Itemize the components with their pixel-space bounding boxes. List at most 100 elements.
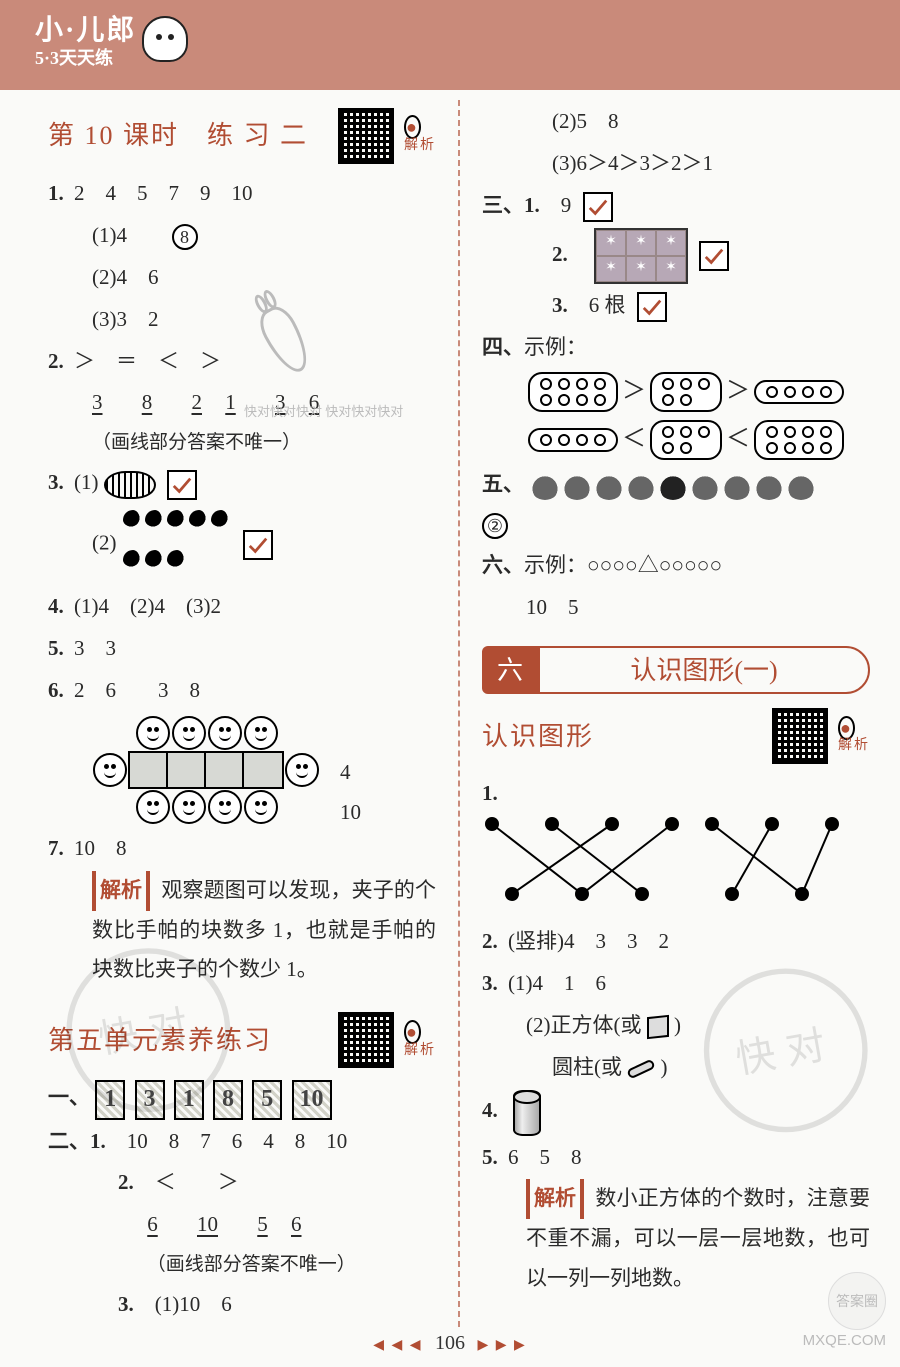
wu-answer: ② [482,513,508,539]
circled-8: 8 [172,224,198,250]
brand-main: 小·儿郎 [35,15,136,46]
q6-extra: 4 10 [340,753,372,833]
page-footer: ◀ ◀ ◀ 106 ▶ ▶ ▶ [0,1332,900,1355]
section10-title: 第 10 课时 练 习 二 [48,111,308,160]
q3-a: 3.(1) [48,463,436,503]
corner-url: MXQE.COM [803,1332,886,1349]
content: 第 10 课时 练 习 二 ●解析 快对快对快对 快对快对快对 1.2 4 5 … [0,90,900,1327]
smiley-icon [172,716,206,750]
digit-box: 10 [292,1080,332,1120]
qr-label: ●解析 [838,719,870,754]
unit6-num: 六 [482,646,538,694]
analysis-label: 解析 [526,1179,584,1219]
tri-left-icon: ◀ ◀ ◀ [373,1338,422,1353]
q3-b: (2) [48,505,436,585]
yi-row: 一、 1 3 1 8 5 10 [48,1078,436,1119]
smiley-icon [93,753,127,787]
checkbox-icon [583,192,613,222]
cylinder-icon [513,1090,541,1136]
brand-sub: 5·3天天练 [35,44,136,70]
digit-box: 3 [135,1080,165,1120]
smiley-icon [136,716,170,750]
brand-logo: 小·儿郎 5·3天天练 [35,8,188,70]
q5: 5.3 3 [48,629,436,669]
mascot-face-icon [142,16,188,62]
rec-title: 认识图形 [482,712,594,761]
digit-box: 1 [174,1080,204,1120]
corner-brand: 答案圈 MXQE.COM [803,1272,886,1349]
matching-diagram [482,814,842,906]
qr-icon [772,708,828,764]
rec-q3b: (2)正方体(或 ) [482,1006,870,1046]
page: 小·儿郎 5·3天天练 第 10 课时 练 习 二 ●解析 快对快对快对 [0,0,900,1367]
q2-note: （画线部分答案不唯一） [48,425,436,461]
cylinder-small-icon [626,1058,656,1079]
si-row1: ＞＞ [482,369,870,415]
checkbox-icon [243,530,273,560]
smiley-icon [172,790,206,824]
ducks-icon [122,505,232,585]
er-3: 3. (1)10 6 [48,1285,436,1325]
qr-icon [338,1012,394,1068]
header-banner: 小·儿郎 5·3天天练 [0,0,900,90]
q7-analysis: 解析 观察题图可以发现，夹子的个数比手帕的块数多 1，也就是手帕的块数比夹子的个… [48,871,436,991]
four-cells-icon [128,751,284,789]
section10-title-row: 第 10 课时 练 习 二 ●解析 [48,108,436,164]
unit5-title: 第五单元素养练习 [48,1016,272,1065]
qr-label: ●解析 [404,1023,436,1058]
q6-line: 6.2 6 3 8 [48,671,436,711]
digit-box: 8 [213,1080,243,1120]
tri-right-icon: ▶ ▶ ▶ [478,1338,527,1353]
cont-2: (2)5 8 [482,102,870,142]
rec-q4: 4. [482,1090,870,1136]
q7-ans: 7.10 8 [48,829,436,869]
unit6-banner: 六 认识图形(一) [482,646,870,694]
q1-seq: 1.2 4 5 7 9 10 [48,174,436,214]
q1-b: (2)4 6 [48,258,436,298]
san-3: 3. 6 根 [482,286,870,326]
hedgehog-icons [529,472,817,496]
smiley-icon [208,790,242,824]
rec-q3c: 圆柱(或 ) [482,1048,870,1088]
rec-q1: 1. [482,774,870,920]
checkbox-icon [699,241,729,271]
cake-icon [104,471,156,499]
rec-q2: 2.(竖排)4 3 3 2 [482,922,870,962]
digit-box: 1 [95,1080,125,1120]
q4: 4.(1)4 (2)4 (3)2 [48,587,436,627]
smiley-icon [244,716,278,750]
page-number: 106 [435,1332,465,1354]
si-row2: ＜＜ [482,417,870,463]
san-2: 2. ✶✶✶ ✶✶✶ [482,228,870,284]
digit-box: 5 [252,1080,282,1120]
q1-a: (1)4 8 [48,216,436,256]
q2-line1: 2.＞ ＝ ＜ ＞ [48,342,436,382]
smiley-icon [208,716,242,750]
si-label: 四、示例： [482,328,870,368]
q1-c: (3)3 2 [48,300,436,340]
er-note: （画线部分答案不唯一） [48,1247,436,1283]
rec-title-row: 认识图形 ●解析 [482,708,870,764]
smiley-icon [244,790,278,824]
er-1: 二、1. 10 8 7 6 4 8 10 [48,1122,436,1162]
smiley-icon [285,753,319,787]
checkbox-icon [167,470,197,500]
liu-row: 六、示例：○○○○△○○○○○ [482,546,870,586]
qr-icon [338,108,394,164]
smiley-icon [136,790,170,824]
rec-q3a: 3.(1)4 1 6 [482,964,870,1004]
rec-q5-ans: 5.6 5 8 [482,1138,870,1178]
cube-icon [647,1015,669,1039]
carrot-watermark: 快对快对快对 快对快对快对 [244,404,403,420]
checkbox-icon [637,292,667,322]
corner-badge-icon: 答案圈 [828,1272,886,1330]
star-grid-icon: ✶✶✶ ✶✶✶ [594,228,688,284]
unit5-title-row: 第五单元素养练习 ●解析 [48,1012,436,1068]
right-column: (2)5 8 (3)6＞4＞3＞2＞1 三、1. 9 2. ✶✶✶ ✶✶✶ [458,100,870,1327]
q6-figure: 4 10 [92,715,322,825]
cont-3: (3)6＞4＞3＞2＞1 [482,144,870,184]
unit6-title: 认识图形(一) [538,646,870,694]
qr-label: ●解析 [404,118,436,153]
er-under: 6 10 5 6 [48,1205,436,1245]
left-column: 第 10 课时 练 习 二 ●解析 快对快对快对 快对快对快对 1.2 4 5 … [48,100,458,1327]
